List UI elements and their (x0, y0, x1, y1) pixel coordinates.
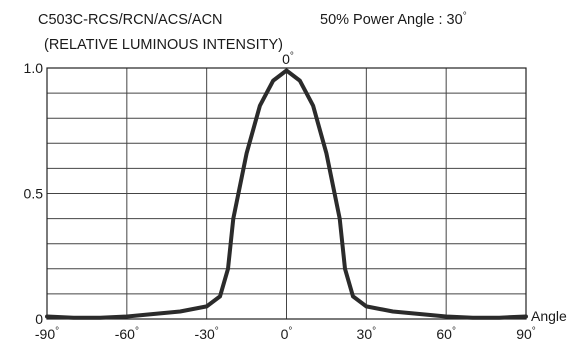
x-tick-label: 60° (436, 326, 456, 342)
plot-frame (46, 67, 527, 320)
chart-title: C503C-RCS/RCN/ACS/ACN (38, 12, 223, 28)
grid (47, 68, 526, 319)
x-tick-label: 90° (516, 326, 536, 342)
x-tick-label: -90° (35, 326, 59, 342)
top-zero-label: 0° (282, 51, 294, 67)
y-axis-ticks: 0 0.5 1.0 (24, 60, 44, 327)
x-tick-label: -30° (195, 326, 219, 342)
y-tick-label: 0.5 (24, 186, 44, 202)
x-tick-label: 30° (357, 326, 377, 342)
x-axis-label: Angle (531, 308, 567, 324)
chart-subtitle: (RELATIVE LUMINOUS INTENSITY) (44, 37, 283, 53)
power-angle-degree: ° (463, 11, 467, 22)
series-line-0 (45, 68, 528, 320)
y-tick-label: 1.0 (24, 60, 44, 76)
y-tick-label: 0 (35, 311, 43, 327)
series-layer (45, 68, 528, 320)
top-zero-degree: ° (290, 51, 294, 62)
x-axis-ticks: -90° -60° -30° 0° 30° 60° 90° (35, 326, 536, 342)
x-tick-label: -60° (115, 326, 139, 342)
power-angle-label: 50% Power Angle : 30° (320, 11, 467, 28)
x-tick-label: 0° (281, 326, 293, 342)
